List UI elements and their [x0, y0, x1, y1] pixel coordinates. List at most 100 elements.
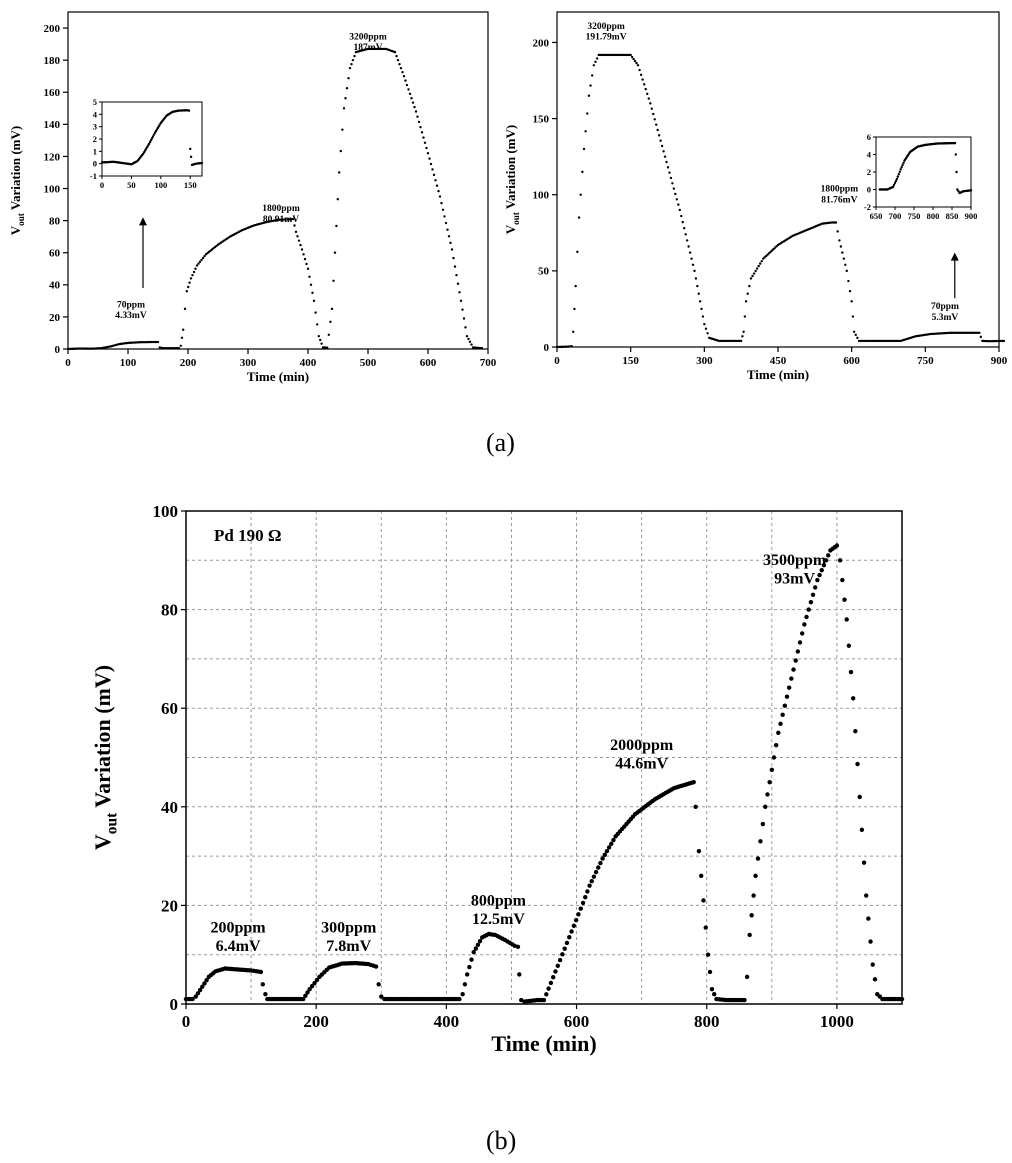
- data-point: [789, 676, 794, 681]
- data-point: [842, 597, 847, 602]
- data-point: [589, 84, 592, 87]
- data-point: [201, 256, 205, 260]
- data-point: [749, 277, 753, 280]
- data-point: [633, 59, 637, 63]
- data-point: [462, 317, 466, 320]
- data-point: [671, 182, 674, 185]
- inset-x-tick-label: 650: [870, 211, 883, 221]
- arrow-head: [950, 252, 959, 261]
- data-point: [826, 553, 831, 558]
- data-point: [202, 981, 207, 986]
- data-point: [808, 600, 814, 605]
- data-point: [429, 162, 433, 166]
- data-point: [594, 60, 597, 64]
- data-point: [851, 315, 855, 318]
- data-point: [590, 74, 594, 77]
- y-tick-label: 180: [44, 55, 61, 67]
- inset-x-tick-label: 750: [908, 211, 921, 221]
- data-point: [804, 614, 809, 620]
- x-tick-label: 400: [300, 357, 317, 369]
- data-point: [544, 992, 549, 997]
- data-point: [326, 346, 329, 349]
- data-point: [293, 224, 296, 227]
- data-point: [200, 258, 203, 262]
- data-point: [758, 839, 763, 844]
- data-point: [189, 277, 193, 280]
- data-point: [703, 322, 706, 326]
- data-point: [449, 241, 452, 245]
- data-point: [693, 804, 698, 809]
- data-point: [440, 201, 443, 205]
- data-point: [401, 70, 404, 74]
- inset-data-point: [149, 139, 153, 142]
- data-point: [413, 105, 416, 109]
- y-tick-label: 100: [44, 183, 61, 195]
- data-point: [410, 97, 413, 100]
- data-point: [571, 923, 577, 928]
- data-point: [396, 58, 400, 62]
- inset-data-point: [902, 161, 905, 165]
- data-point: [838, 239, 841, 242]
- data-point: [656, 128, 659, 132]
- data-point: [408, 92, 412, 96]
- data-point: [579, 193, 582, 196]
- data-point: [748, 284, 751, 288]
- y-axis-label: Vout Variation (mV): [90, 665, 121, 850]
- data-point: [450, 248, 454, 251]
- data-point: [428, 157, 431, 160]
- data-point: [677, 203, 680, 206]
- data-point: [444, 221, 448, 225]
- inset-data-point: [189, 147, 192, 151]
- data-point: [471, 950, 476, 955]
- x-tick-label: 800: [694, 1012, 720, 1031]
- inset-y-tick-label: -1: [90, 171, 97, 181]
- data-point: [314, 977, 320, 983]
- data-point: [582, 147, 586, 151]
- data-point: [467, 337, 470, 341]
- data-point: [691, 779, 696, 785]
- data-point: [691, 263, 695, 266]
- data-point: [180, 336, 184, 339]
- data-point: [465, 334, 469, 338]
- data-point: [696, 848, 702, 854]
- y-tick-label: 20: [161, 896, 178, 915]
- data-point: [704, 327, 708, 330]
- data-point: [681, 220, 684, 224]
- data-point: [557, 957, 563, 963]
- data-point: [751, 274, 754, 278]
- data-point: [837, 558, 843, 563]
- data-point: [592, 64, 596, 67]
- data-point: [344, 97, 347, 100]
- data-point: [329, 320, 332, 324]
- data-point: [459, 299, 463, 303]
- data-point: [468, 340, 472, 343]
- data-point: [437, 189, 440, 193]
- data-point: [694, 277, 698, 280]
- inset-y-tick-label: 4: [93, 109, 98, 119]
- data-point: [422, 136, 425, 139]
- y-tick-label: 60: [161, 699, 178, 718]
- data-point: [859, 827, 865, 833]
- x-tick-label: 500: [360, 357, 377, 369]
- data-point: [848, 669, 854, 675]
- y-tick-label: 100: [533, 190, 550, 202]
- data-point: [657, 134, 661, 137]
- data-point: [602, 852, 607, 858]
- data-point: [705, 952, 711, 957]
- data-point: [1002, 339, 1006, 343]
- data-point: [569, 929, 574, 934]
- plot-frame: [67, 11, 489, 350]
- data-point: [342, 107, 346, 110]
- data-point: [441, 208, 445, 211]
- data-point: [204, 977, 209, 983]
- data-point: [755, 267, 759, 270]
- data-point: [407, 88, 410, 91]
- data-point: [979, 335, 983, 339]
- data-point: [309, 283, 313, 287]
- y-tick-label: 80: [49, 215, 61, 227]
- data-point: [754, 269, 757, 273]
- inset-data-point: [189, 155, 193, 159]
- data-point: [419, 125, 422, 129]
- inset-frame: [875, 136, 972, 208]
